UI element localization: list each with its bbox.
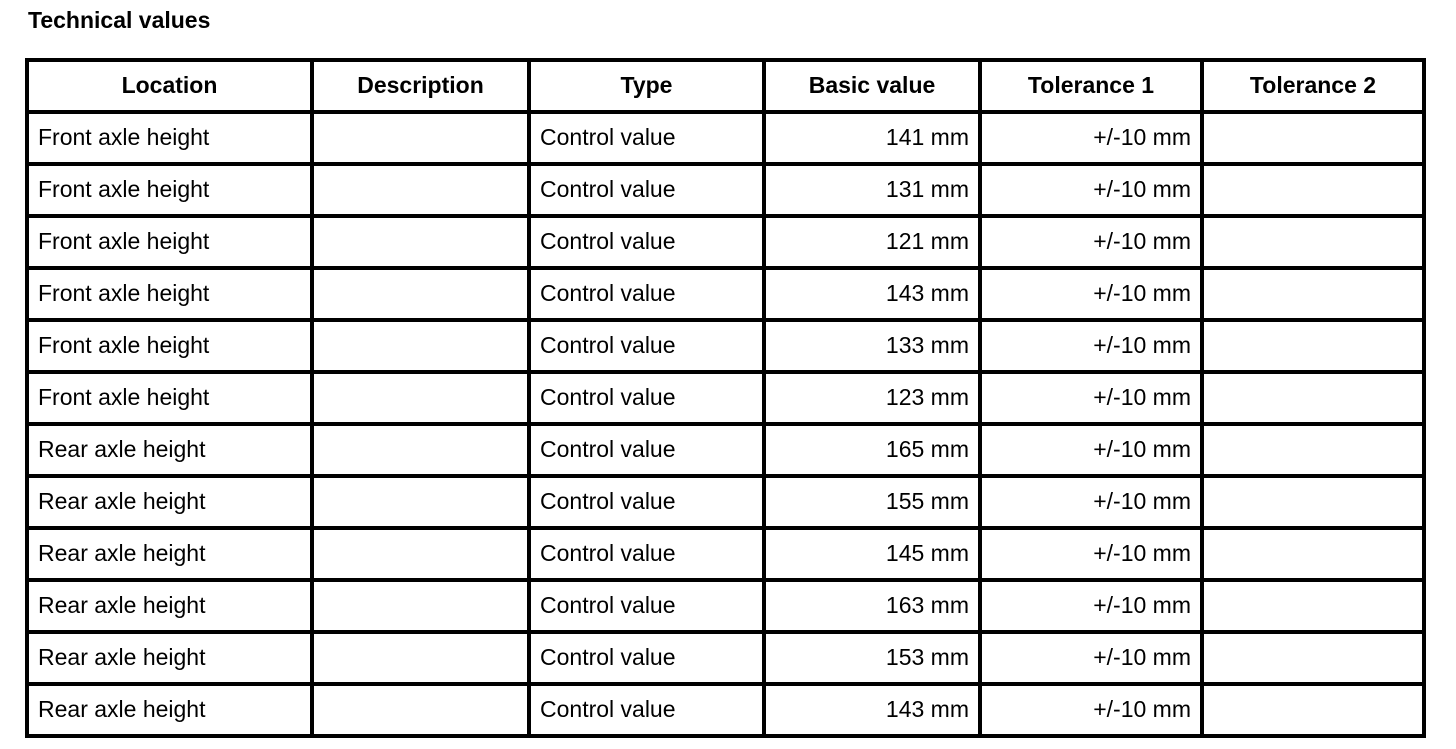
- cell-basic-value: 121 mm: [762, 213, 982, 270]
- technical-values-table: Location Description Type Basic value To…: [25, 57, 1426, 738]
- cell-basic-value: 165 mm: [762, 421, 982, 478]
- cell-type: Control value: [527, 161, 766, 218]
- column-header-tolerance-1: Tolerance 1: [978, 57, 1204, 114]
- cell-location: Rear axle height: [25, 421, 314, 478]
- cell-type: Control value: [527, 629, 766, 686]
- cell-tolerance-1: +/-10 mm: [978, 317, 1204, 374]
- cell-location: Front axle height: [25, 369, 314, 426]
- cell-basic-value: 123 mm: [762, 369, 982, 426]
- cell-description: [310, 577, 531, 634]
- cell-tolerance-2: [1200, 681, 1426, 738]
- table-row: Front axle height Control value 121 mm +/-1…: [25, 213, 1426, 270]
- cell-type: Control value: [527, 421, 766, 478]
- cell-basic-value: 153 mm: [762, 629, 982, 686]
- page-title: Technical values: [28, 7, 211, 33]
- cell-basic-value: 141 mm: [762, 109, 982, 166]
- cell-description: [310, 525, 531, 582]
- cell-tolerance-2: [1200, 629, 1426, 686]
- document-page: Technical values Location Description Ty…: [0, 7, 1456, 738]
- cell-description: [310, 421, 531, 478]
- cell-description: [310, 629, 531, 686]
- cell-tolerance-1: +/-10 mm: [978, 109, 1204, 166]
- cell-description: [310, 213, 531, 270]
- cell-tolerance-1: +/-10 mm: [978, 369, 1204, 426]
- column-header-location: Location: [25, 57, 314, 114]
- cell-tolerance-2: [1200, 473, 1426, 530]
- cell-description: [310, 369, 531, 426]
- cell-tolerance-1: +/-10 mm: [978, 421, 1204, 478]
- cell-tolerance-2: [1200, 265, 1426, 322]
- cell-basic-value: 143 mm: [762, 681, 982, 738]
- cell-basic-value: 131 mm: [762, 161, 982, 218]
- table-row: Front axle height Control value 123 mm +/-1…: [25, 369, 1426, 426]
- table-row: Front axle height Control value 133 mm +/-1…: [25, 317, 1426, 374]
- cell-location: Rear axle height: [25, 473, 314, 530]
- cell-tolerance-1: +/-10 mm: [978, 213, 1204, 270]
- header-row: Location Description Type Basic value To…: [25, 57, 1426, 114]
- cell-tolerance-2: [1200, 161, 1426, 218]
- cell-basic-value: 143 mm: [762, 265, 982, 322]
- cell-description: [310, 317, 531, 374]
- cell-type: Control value: [527, 317, 766, 374]
- cell-type: Control value: [527, 109, 766, 166]
- cell-basic-value: 145 mm: [762, 525, 982, 582]
- cell-type: Control value: [527, 265, 766, 322]
- cell-location: Front axle height: [25, 317, 314, 374]
- table-row: Rear axle height Control value 153 mm +/-10…: [25, 629, 1426, 686]
- cell-tolerance-2: [1200, 213, 1426, 270]
- cell-description: [310, 473, 531, 530]
- cell-tolerance-1: +/-10 mm: [978, 161, 1204, 218]
- column-header-type: Type: [527, 57, 766, 114]
- cell-tolerance-2: [1200, 317, 1426, 374]
- cell-basic-value: 133 mm: [762, 317, 982, 374]
- cell-location: Rear axle height: [25, 629, 314, 686]
- cell-tolerance-1: +/-10 mm: [978, 473, 1204, 530]
- cell-description: [310, 161, 531, 218]
- cell-tolerance-1: +/-10 mm: [978, 577, 1204, 634]
- cell-basic-value: 155 mm: [762, 473, 982, 530]
- column-header-basic-value: Basic value: [762, 57, 982, 114]
- cell-location: Rear axle height: [25, 525, 314, 582]
- table-row: Rear axle height Control value 143 mm +/-10…: [25, 681, 1426, 738]
- cell-type: Control value: [527, 525, 766, 582]
- cell-tolerance-2: [1200, 525, 1426, 582]
- column-header-description: Description: [310, 57, 531, 114]
- cell-tolerance-2: [1200, 421, 1426, 478]
- table-row: Front axle height Control value 141 mm +/-1…: [25, 109, 1426, 166]
- table-row: Rear axle height Control value 155 mm +/-10…: [25, 473, 1426, 530]
- cell-type: Control value: [527, 213, 766, 270]
- cell-tolerance-2: [1200, 577, 1426, 634]
- table-row: Front axle height Control value 131 mm +/-1…: [25, 161, 1426, 218]
- cell-location: Front axle height: [25, 265, 314, 322]
- table-body: Front axle height Control value 141 mm +/-1…: [25, 109, 1426, 738]
- table-row: Rear axle height Control value 165 mm +/-10…: [25, 421, 1426, 478]
- cell-location: Front axle height: [25, 161, 314, 218]
- cell-location: Front axle height: [25, 109, 314, 166]
- table-row: Rear axle height Control value 163 mm +/-10…: [25, 577, 1426, 634]
- cell-tolerance-2: [1200, 369, 1426, 426]
- cell-type: Control value: [527, 473, 766, 530]
- cell-description: [310, 265, 531, 322]
- cell-tolerance-1: +/-10 mm: [978, 265, 1204, 322]
- cell-description: [310, 681, 531, 738]
- cell-basic-value: 163 mm: [762, 577, 982, 634]
- cell-tolerance-1: +/-10 mm: [978, 629, 1204, 686]
- cell-type: Control value: [527, 577, 766, 634]
- cell-tolerance-1: +/-10 mm: [978, 525, 1204, 582]
- table-row: Front axle height Control value 143 mm +/-1…: [25, 265, 1426, 322]
- cell-tolerance-2: [1200, 109, 1426, 166]
- column-header-tolerance-2: Tolerance 2: [1200, 57, 1426, 114]
- cell-description: [310, 109, 531, 166]
- cell-type: Control value: [527, 369, 766, 426]
- cell-tolerance-1: +/-10 mm: [978, 681, 1204, 738]
- cell-location: Rear axle height: [25, 577, 314, 634]
- table-row: Rear axle height Control value 145 mm +/-10…: [25, 525, 1426, 582]
- cell-location: Rear axle height: [25, 681, 314, 738]
- cell-type: Control value: [527, 681, 766, 738]
- cell-location: Front axle height: [25, 213, 314, 270]
